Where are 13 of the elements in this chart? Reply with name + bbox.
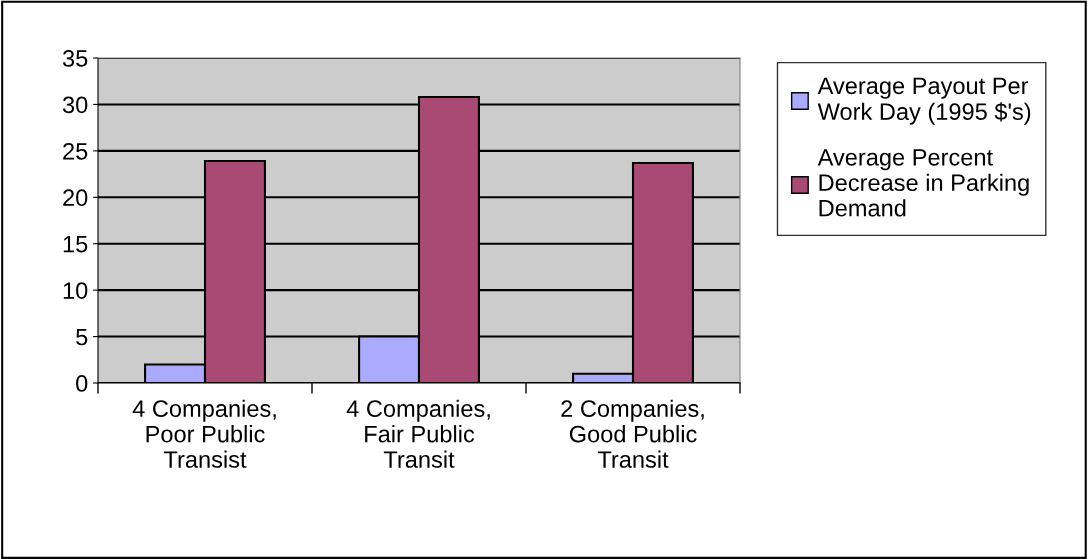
y-tick-label: 5 <box>76 328 88 346</box>
y-tick-label: 15 <box>63 236 88 253</box>
x-tick-label: 4 Companies, Fair Public Transit <box>346 399 490 468</box>
y-tick-label: 35 <box>62 50 88 67</box>
legend-label: Average Payout Per Work Day (1995 $'s) <box>817 77 1031 125</box>
x-tick-label: 4 Companies, Poor Public Transist <box>132 399 276 468</box>
y-tick-label: 30 <box>62 96 88 114</box>
y-tick-label: 0 <box>76 375 88 392</box>
x-tick-label: 2 Companies, Good Public Transit <box>561 399 704 468</box>
legend-label: Average Percent Decrease in Parking Demand <box>817 149 1029 217</box>
y-tick-label: 25 <box>63 142 88 160</box>
y-tick-label: 20 <box>63 189 88 207</box>
y-tick-label: 10 <box>63 282 88 299</box>
